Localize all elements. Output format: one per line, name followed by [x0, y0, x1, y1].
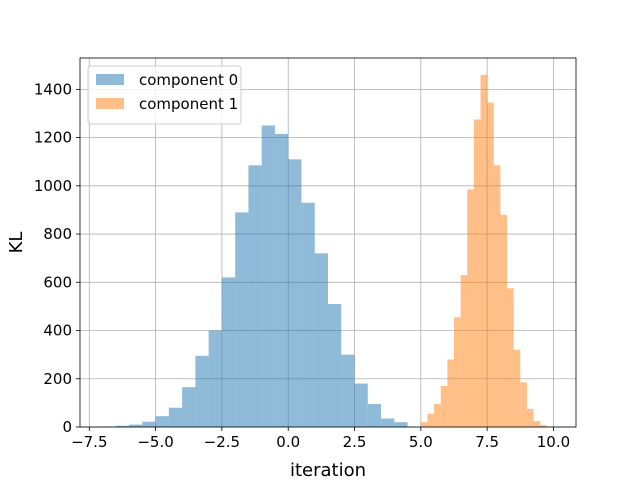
legend-swatch: [96, 74, 124, 85]
x-tick-label: 7.5: [475, 433, 499, 451]
histogram-bar: [195, 355, 209, 427]
histogram-bar: [453, 317, 461, 427]
y-tick-label: 200: [43, 370, 72, 388]
histogram-bar: [354, 383, 368, 427]
histogram-bar: [520, 382, 527, 427]
axes-frame: [79, 57, 577, 428]
histogram-bar: [261, 125, 275, 427]
legend: component 0 component 1: [87, 65, 242, 125]
histogram-bar: [115, 425, 130, 427]
histogram-bar: [155, 416, 169, 427]
y-tick-label: 0: [62, 418, 72, 436]
y-tick-label: 400: [43, 322, 72, 340]
histogram-bar: [480, 74, 488, 427]
histogram-bar: [467, 189, 474, 427]
histogram-bar: [288, 159, 302, 427]
histogram-bar: [513, 349, 521, 427]
histogram-bar: [182, 387, 196, 427]
histogram-bar: [235, 212, 249, 427]
y-axis-ticks: 0 200 400 600 800 1000 1200 1400: [34, 80, 80, 436]
histogram-bar: [129, 424, 143, 427]
histogram-bar: [434, 404, 441, 427]
histogram-bar: [440, 386, 448, 427]
histogram-bar: [507, 288, 514, 427]
y-tick-label: 1400: [34, 80, 72, 98]
x-tick-label: −7.5: [71, 433, 107, 451]
histogram-bar: [533, 420, 541, 427]
x-axis-label: iteration: [290, 460, 366, 480]
histogram-bar: [221, 277, 236, 427]
histogram-bar: [394, 422, 408, 427]
histogram-bar: [420, 422, 428, 427]
histogram-bar: [447, 359, 454, 427]
legend-box: [87, 65, 242, 125]
histogram-bar: [248, 165, 262, 427]
histogram-bar: [328, 304, 342, 427]
histogram-bar: [367, 404, 382, 427]
y-axis-label: KL: [6, 232, 27, 254]
x-tick-label: 2.5: [343, 433, 367, 451]
legend-entry-label: component 0: [139, 71, 238, 89]
series-0-bars: [89, 125, 408, 427]
histogram-bar: [142, 421, 156, 427]
x-tick-label: −5.0: [137, 433, 173, 451]
histogram-bar: [487, 102, 494, 427]
x-tick-label: −2.5: [204, 433, 240, 451]
series-1-bars: [420, 74, 547, 427]
x-tick-label: 10.0: [537, 433, 570, 451]
y-tick-label: 1000: [34, 177, 72, 195]
histogram-bar: [493, 165, 501, 427]
legend-swatch: [96, 98, 124, 109]
histogram-bar: [168, 407, 183, 427]
histogram-bar: [208, 330, 222, 427]
histogram-bar: [473, 119, 481, 427]
legend-entry-label: component 1: [139, 95, 238, 113]
x-tick-label: 0.0: [276, 433, 300, 451]
histogram-bar: [314, 253, 328, 427]
x-axis-ticks: −7.5 −5.0 −2.5 0.0 2.5 5.0 7.5 10.0: [71, 427, 570, 451]
y-tick-label: 1200: [34, 129, 72, 147]
histogram-bar: [381, 418, 395, 427]
x-tick-label: 5.0: [409, 433, 433, 451]
histogram-bar: [341, 354, 355, 427]
histogram-bar: [460, 275, 468, 427]
histogram-bar: [540, 425, 547, 427]
histogram-bar: [274, 133, 289, 427]
histogram-bar: [500, 214, 508, 427]
y-tick-label: 800: [43, 225, 72, 243]
histogram-bar: [526, 408, 534, 427]
y-tick-label: 600: [43, 273, 72, 291]
bars: [89, 74, 547, 427]
histogram-bar: [427, 413, 435, 427]
histogram-bar: [301, 202, 315, 427]
